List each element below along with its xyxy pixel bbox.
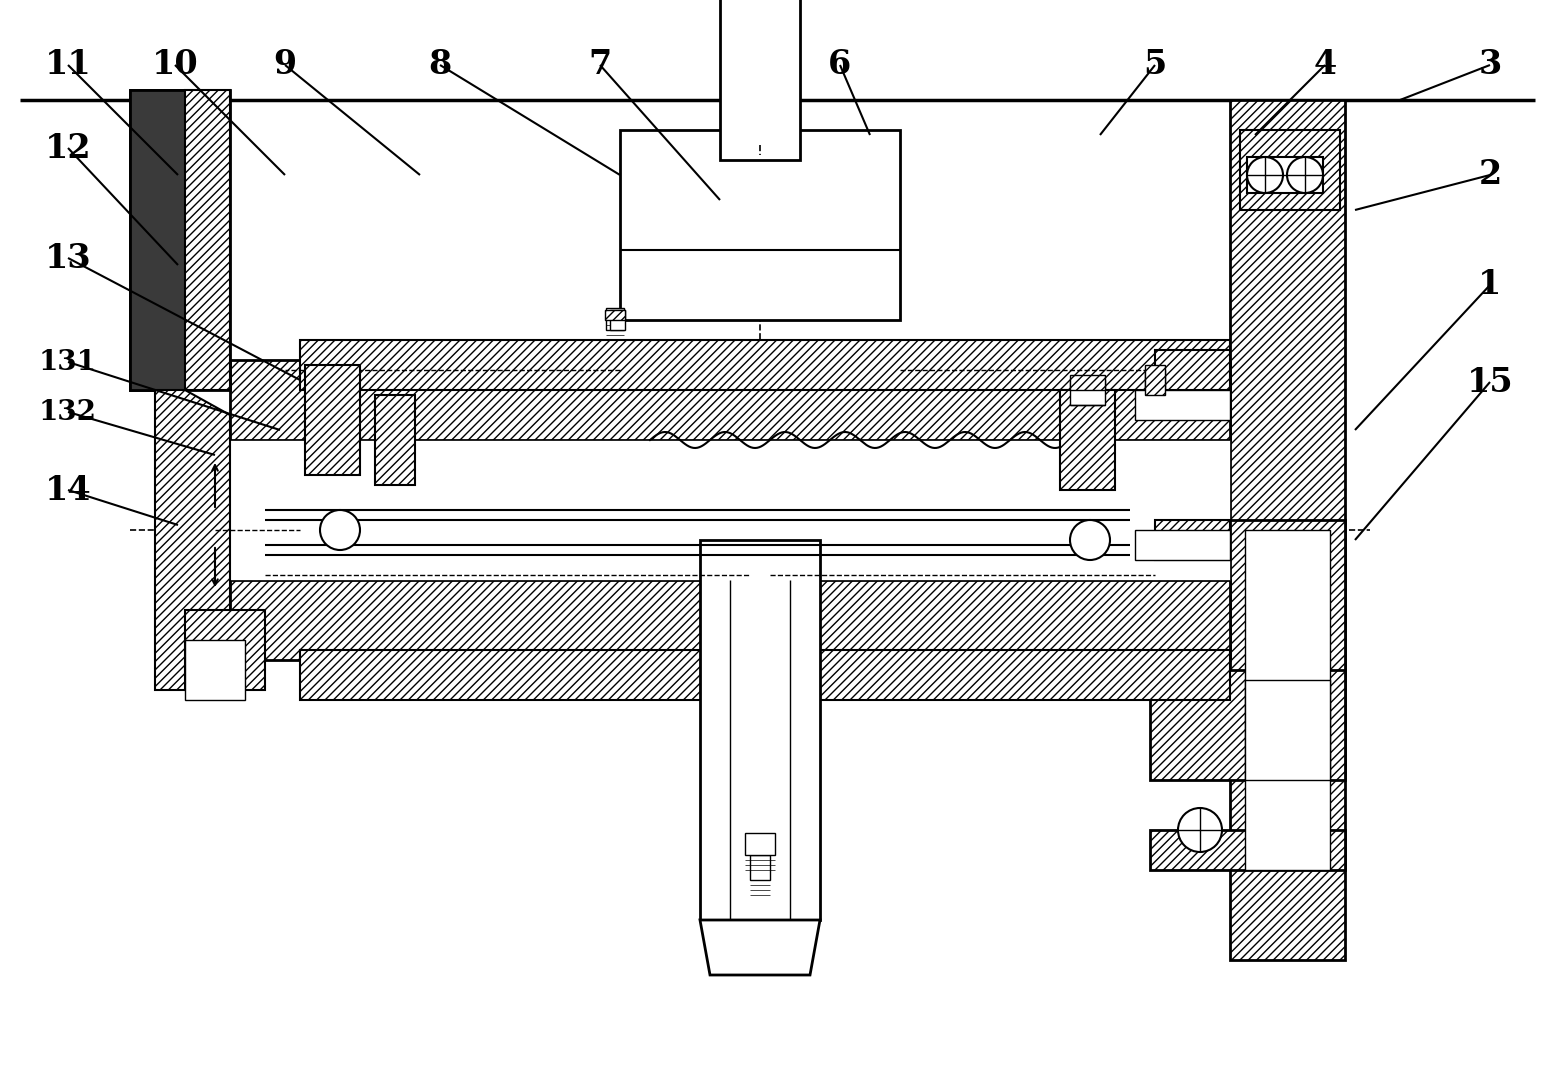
Bar xyxy=(300,341,1231,390)
Bar xyxy=(265,510,1130,520)
Bar xyxy=(1135,390,1231,421)
Bar xyxy=(130,90,230,390)
Circle shape xyxy=(1178,808,1221,852)
Text: 14: 14 xyxy=(45,473,92,507)
Text: 1: 1 xyxy=(1479,268,1502,302)
Bar xyxy=(750,855,770,880)
Bar xyxy=(605,310,625,320)
Bar xyxy=(185,640,245,700)
Bar xyxy=(185,610,265,690)
Bar xyxy=(1069,381,1105,405)
Circle shape xyxy=(1069,520,1110,560)
Bar xyxy=(1155,520,1231,560)
Polygon shape xyxy=(700,920,819,975)
Text: 132: 132 xyxy=(39,399,96,426)
Bar xyxy=(1150,830,1346,870)
Circle shape xyxy=(320,510,360,550)
Text: 9: 9 xyxy=(273,49,296,81)
Bar xyxy=(700,540,819,920)
Bar xyxy=(1069,375,1105,390)
Bar xyxy=(376,395,414,485)
Bar xyxy=(605,308,624,330)
Text: 4: 4 xyxy=(1313,49,1336,81)
Bar xyxy=(1231,101,1346,960)
Text: 3: 3 xyxy=(1479,49,1502,81)
Text: 2: 2 xyxy=(1479,159,1502,191)
Bar xyxy=(300,650,1231,700)
Bar xyxy=(1231,520,1346,680)
Text: 6: 6 xyxy=(829,49,852,81)
Text: 8: 8 xyxy=(428,49,452,81)
Bar xyxy=(1246,157,1322,193)
Bar xyxy=(619,130,900,320)
Polygon shape xyxy=(155,390,230,690)
Text: 12: 12 xyxy=(45,132,92,164)
Bar xyxy=(1135,530,1231,560)
Bar xyxy=(1245,530,1330,870)
Bar xyxy=(1145,365,1166,395)
Circle shape xyxy=(1287,157,1322,193)
Text: 15: 15 xyxy=(1467,365,1513,399)
Bar xyxy=(745,833,774,855)
Text: 131: 131 xyxy=(39,348,96,375)
Bar xyxy=(1145,370,1166,390)
Text: 7: 7 xyxy=(588,49,611,81)
Bar xyxy=(1155,350,1231,390)
Bar xyxy=(230,360,1231,440)
Text: 5: 5 xyxy=(1144,49,1167,81)
Bar xyxy=(1245,680,1330,780)
Bar xyxy=(1150,670,1346,780)
Bar xyxy=(1240,130,1339,210)
Text: 13: 13 xyxy=(45,241,92,275)
Bar xyxy=(130,90,185,390)
Bar xyxy=(610,310,625,330)
Bar xyxy=(1060,390,1114,490)
Bar xyxy=(185,90,230,390)
Text: 11: 11 xyxy=(45,49,92,81)
Bar xyxy=(230,440,1231,580)
Bar xyxy=(720,0,799,160)
Text: 10: 10 xyxy=(152,49,199,81)
Circle shape xyxy=(1246,157,1284,193)
Bar xyxy=(306,365,360,475)
Bar xyxy=(230,580,1231,660)
